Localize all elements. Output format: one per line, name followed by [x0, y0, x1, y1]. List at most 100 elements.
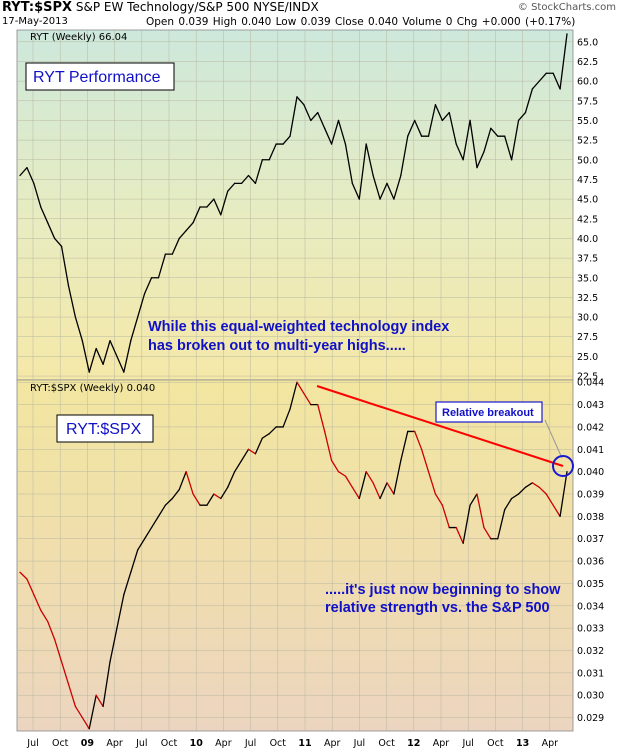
price-line-segment: [303, 104, 312, 122]
y-tick-label: 45.0: [577, 195, 598, 206]
ratio-line-segment: [441, 504, 450, 529]
ratio-line-segment: [53, 638, 63, 663]
y-tick-label: 25.0: [577, 352, 598, 363]
ratio-line-segment: [164, 497, 173, 506]
ratio-line-segment: [213, 493, 222, 500]
symbol: RYT:$SPX: [2, 0, 73, 15]
price-line-segment: [337, 119, 347, 145]
x-tick-label: Oct: [161, 738, 178, 749]
ratio-line-segment: [227, 471, 236, 488]
ratio-line-segment: [559, 471, 568, 518]
price-line-segment: [74, 316, 83, 342]
price-line-segment: [504, 135, 513, 161]
ratio-line-segment: [47, 620, 56, 640]
ratio-line-segment: [137, 538, 146, 551]
price-line-segment: [407, 119, 416, 137]
ratio-line-segment: [233, 459, 243, 473]
ratio-line-segment: [476, 493, 485, 529]
price-line-segment: [289, 96, 298, 137]
price-line-segment: [434, 104, 444, 122]
y-tick-label: 0.029: [577, 713, 604, 724]
date-axis-ticks: Jul Oct 09 Apr Jul Oct 10 Apr Jul Oct 11 Apr Jul Oct 1…: [26, 738, 558, 749]
price-line-segment: [386, 182, 395, 200]
price-line-segment: [552, 72, 561, 90]
ratio-line-segment: [344, 475, 354, 488]
y-tick-label: 0.044: [577, 378, 604, 389]
ratio-line-segment: [317, 403, 326, 433]
price-line-segment: [171, 237, 180, 255]
ratio-line-segment: [414, 430, 423, 450]
x-tick-label: 12: [407, 738, 420, 749]
price-line-segment: [95, 347, 104, 365]
y-tick-label: 0.041: [577, 445, 604, 456]
price-line-segment: [344, 143, 354, 185]
y-tick-label: 65.0: [577, 37, 598, 48]
y-tick-label: 0.034: [577, 601, 604, 612]
ratio-line-segment: [400, 430, 409, 462]
ryt-performance-box: [25, 62, 175, 91]
price-line-segment: [282, 135, 291, 145]
price-axis-ticks: 22.5 25.0 27.5 30.0 32.5 35.0 37.5 40.0 42.5 45.0…: [577, 37, 598, 382]
price-line-segment: [53, 237, 63, 247]
price-line-segment: [33, 182, 42, 208]
ratio-box: [56, 414, 154, 443]
ratio-line-segment: [386, 482, 395, 495]
quote-line: Open 0.039 High 0.040 Low 0.039 Close 0.…: [146, 16, 576, 28]
y-tick-label: 0.042: [577, 422, 604, 433]
ratio-line-segment: [330, 459, 340, 473]
ratio-line-segment: [150, 515, 160, 529]
price-line-segment: [240, 174, 250, 185]
ratio-line-segment: [178, 471, 187, 491]
ratio-line-segment: [434, 493, 444, 506]
ratio-line-segment: [427, 471, 437, 495]
x-tick-label: 11: [298, 738, 311, 749]
ratio-line-segment: [303, 392, 312, 406]
price-line-segment: [448, 111, 457, 145]
price-line-segment: [524, 88, 534, 114]
x-tick-label: 09: [81, 738, 94, 749]
price-line-segment: [109, 340, 118, 358]
price-line-segment: [517, 111, 527, 122]
price-line-segment: [531, 80, 540, 90]
chart-header: RYT:$SPX S&P EW Technology/S&P 500 NYSE/…: [0, 0, 620, 30]
ratio-line-segment: [351, 486, 360, 500]
ratio-line-segment: [268, 426, 277, 435]
x-tick-label: Jul: [461, 738, 473, 749]
ratio-line-segment: [545, 493, 554, 506]
ratio-line-segment: [40, 609, 49, 623]
price-line-segment: [227, 182, 236, 192]
y-tick-label: 32.5: [577, 293, 598, 304]
x-tick-label: Oct: [52, 738, 69, 749]
resistance-trendline: [316, 385, 564, 467]
upper-note-line2: has broken out to multi-year highs.....: [148, 338, 406, 354]
y-tick-label: 0.035: [577, 579, 604, 590]
y-tick-label: 42.5: [577, 214, 598, 225]
ratio-line-segment: [504, 497, 513, 511]
ratio-line-segment: [393, 459, 402, 495]
y-tick-label: 30.0: [577, 313, 598, 324]
chart-date: 17-May-2013: [2, 16, 68, 27]
price-line-segment: [268, 143, 277, 161]
price-line-segment: [47, 222, 56, 240]
price-line-segment: [130, 316, 139, 342]
y-tick-label: 27.5: [577, 332, 598, 343]
series-lines: [19, 33, 568, 730]
price-line-segment: [123, 340, 132, 373]
ratio-line-segment: [524, 482, 534, 488]
breakout-label-box: [435, 401, 543, 423]
ratio-line-segment: [469, 493, 478, 506]
ratio-line-segment: [289, 381, 298, 410]
price-line-segment: [60, 245, 70, 287]
price-line-segment: [185, 222, 194, 232]
price-line-segment: [469, 119, 478, 169]
price-line-segment: [206, 198, 215, 208]
price-line-segment: [116, 355, 125, 373]
lower-note-line1: .....it's just now beginning to show: [325, 582, 561, 598]
x-tick-label: Jul: [244, 738, 256, 749]
price-line-segment: [254, 159, 263, 185]
ratio-line-segment: [88, 694, 97, 730]
ratio-line-segment: [130, 549, 139, 573]
y-tick-label: 55.0: [577, 116, 598, 127]
ratio-line-segment: [95, 694, 104, 708]
ratio-line-segment: [261, 433, 270, 439]
